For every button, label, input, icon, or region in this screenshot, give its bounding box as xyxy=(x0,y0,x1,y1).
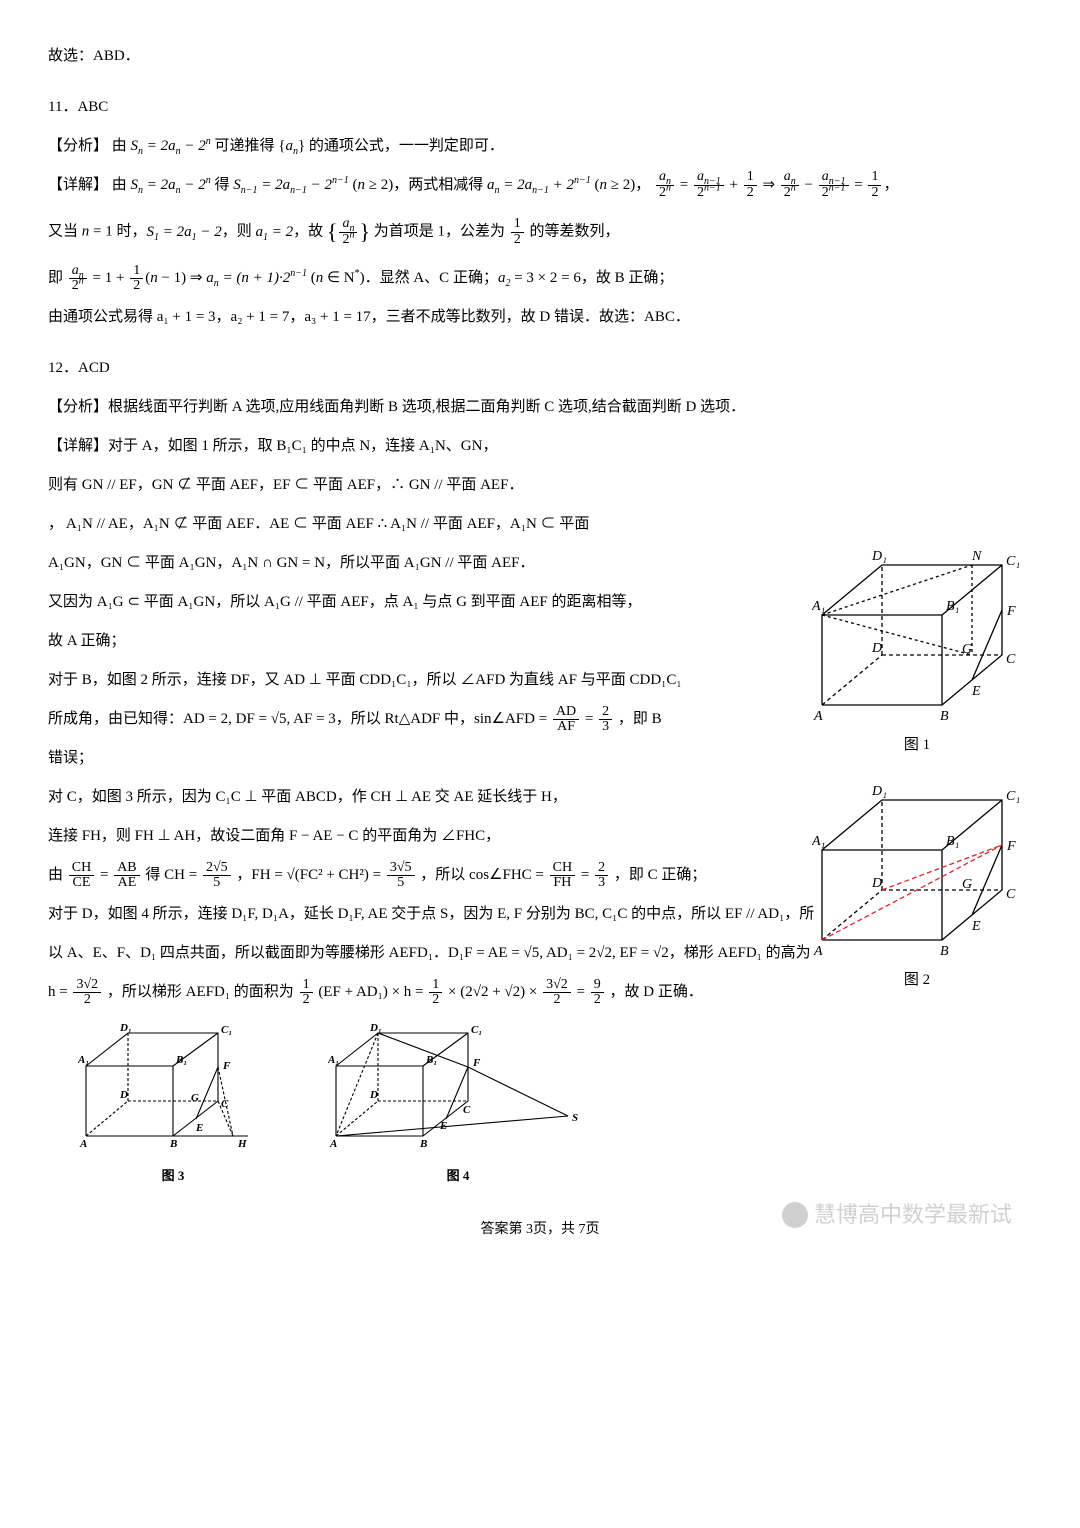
svg-text:A: A xyxy=(813,944,823,959)
q11-head: 11．ABC xyxy=(48,91,1032,124)
q11-detail-2: 又当 n = 1 时，S1 = 2a1 − 2，则 a1 = 2，故 {an2n… xyxy=(48,208,1032,256)
watermark: 慧博高中数学最新试 xyxy=(782,1191,1012,1239)
svg-text:E: E xyxy=(195,1122,203,1134)
q12-B-2: 所成角，由已知得：AD = 2, DF = √5, AF = 3，所以 Rt△A… xyxy=(48,703,768,736)
q11-detail-3: 即 an2n = 1 + 12(n − 1) ⇒ an = (n + 1)·2n… xyxy=(48,262,1032,295)
svg-text:B₁: B₁ xyxy=(946,834,959,849)
svg-text:E: E xyxy=(971,919,981,934)
q12-A-5: 又因为 A₁G ⊂ 平面 A₁GN，所以 A₁G // 平面 AEF，点 A₁ … xyxy=(48,586,768,619)
q12-C-2: 连接 FH，则 FH ⊥ AH，故设二面角 F − AE − C 的平面角为 ∠… xyxy=(48,820,768,853)
svg-text:C₁: C₁ xyxy=(221,1024,232,1036)
q12-B-3: 错误； xyxy=(48,742,768,775)
q12-C-1: 对 C，如图 3 所示，因为 C₁C ⊥ 平面 ABCD，作 CH ⊥ AE 交… xyxy=(48,781,768,814)
svg-text:D₁: D₁ xyxy=(119,1022,132,1034)
q12-A-4: A₁GN，GN ⊂ 平面 A₁GN，A₁N ∩ GN = N，所以平面 A₁GN… xyxy=(48,547,768,580)
svg-text:B₁: B₁ xyxy=(175,1054,187,1066)
svg-text:C: C xyxy=(221,1098,229,1110)
q12-B-1: 对于 B，如图 2 所示，连接 DF，又 AD ⊥ 平面 CDD₁C₁，所以 ∠… xyxy=(48,664,768,697)
svg-text:B₁: B₁ xyxy=(946,599,959,614)
svg-text:E: E xyxy=(439,1120,447,1132)
svg-text:S: S xyxy=(572,1112,578,1124)
text: 由 Sn = 2an − 2n 可递推得 {an} 的通项公式，一一判定即可． xyxy=(112,138,504,154)
figure-2-caption: 图 2 xyxy=(802,964,1032,997)
svg-text:A₁: A₁ xyxy=(812,834,825,849)
svg-text:B: B xyxy=(169,1138,177,1150)
figure-3-caption: 图 3 xyxy=(78,1162,268,1191)
figure-4-caption: 图 4 xyxy=(328,1162,588,1191)
q12-body: 【详解】对于 A，如图 1 所示，取 B₁C₁ 的中点 N，连接 A₁N、GN，… xyxy=(48,430,768,853)
svg-text:A₁: A₁ xyxy=(328,1054,339,1066)
svg-text:D: D xyxy=(119,1089,128,1101)
svg-text:A: A xyxy=(813,709,823,724)
q11-detail-4: 由通项公式易得 a₁ + 1 = 3，a₂ + 1 = 7，a₃ + 1 = 1… xyxy=(48,301,1032,334)
svg-text:C: C xyxy=(1006,887,1016,902)
svg-text:G: G xyxy=(191,1092,199,1104)
svg-text:D: D xyxy=(871,876,882,891)
label: 【分析】 xyxy=(48,138,108,154)
svg-text:B: B xyxy=(940,944,949,959)
watermark-text: 慧博高中数学最新试 xyxy=(814,1191,1012,1239)
svg-text:A: A xyxy=(329,1138,337,1150)
svg-text:C: C xyxy=(463,1104,471,1116)
page: 故选：ABD． 11．ABC 【分析】 由 Sn = 2an − 2n 可递推得… xyxy=(48,40,1032,1245)
svg-text:A₁: A₁ xyxy=(78,1054,89,1066)
svg-text:F: F xyxy=(472,1057,481,1069)
previous-answer: 故选：ABD． xyxy=(48,40,1032,73)
svg-text:D: D xyxy=(871,641,882,656)
svg-text:A: A xyxy=(79,1138,87,1150)
svg-text:D: D xyxy=(369,1089,378,1101)
svg-text:F: F xyxy=(1006,839,1016,854)
figure-2: A B C D A₁ B₁ C₁ D₁ E F G 图 2 xyxy=(802,780,1032,997)
svg-text:B: B xyxy=(940,709,949,724)
svg-text:B: B xyxy=(419,1138,427,1150)
svg-text:C: C xyxy=(1006,652,1016,667)
svg-text:A₁: A₁ xyxy=(812,599,825,614)
cube-svg-1: A B C D A₁ B₁ C₁ D₁ E F G N xyxy=(812,545,1022,725)
figure-3: A B C D A₁ B₁ C₁ D₁ E F G H 图 3 xyxy=(78,1021,268,1190)
svg-text:C₁: C₁ xyxy=(471,1024,482,1036)
figure-1: A B C D A₁ B₁ C₁ D₁ E F G N 图 1 xyxy=(802,545,1032,762)
q12-A-6: 故 A 正确； xyxy=(48,625,768,658)
q12-analysis: 【分析】根据线面平行判断 A 选项,应用线面角判断 B 选项,根据二面角判断 C… xyxy=(48,391,1032,424)
svg-text:F: F xyxy=(222,1060,231,1072)
svg-text:H: H xyxy=(237,1138,247,1150)
svg-text:N: N xyxy=(971,549,982,564)
cube-svg-2: A B C D A₁ B₁ C₁ D₁ E F G xyxy=(812,780,1022,960)
label: 【分析】 xyxy=(48,399,108,415)
label: 【详解】 xyxy=(48,177,108,193)
svg-text:D₁: D₁ xyxy=(369,1022,382,1034)
svg-text:C₁: C₁ xyxy=(1006,554,1020,569)
q12-head: 12．ACD xyxy=(48,352,1032,385)
svg-text:D₁: D₁ xyxy=(871,784,887,799)
svg-text:C₁: C₁ xyxy=(1006,789,1020,804)
svg-text:G: G xyxy=(962,642,972,657)
figure-1-caption: 图 1 xyxy=(802,729,1032,762)
svg-text:E: E xyxy=(971,684,981,699)
q12-A-2: 则有 GN // EF，GN ⊄ 平面 AEF，EF ⊂ 平面 AEF，∴ GN… xyxy=(48,469,768,502)
figure-4: A B C D A₁ B₁ C₁ D₁ E F S 图 4 xyxy=(328,1021,588,1190)
q11-detail-1: 【详解】 由 Sn = 2an − 2n 得 Sn−1 = 2an−1 − 2n… xyxy=(48,169,1032,202)
svg-text:G: G xyxy=(962,877,972,892)
small-figures-row: A B C D A₁ B₁ C₁ D₁ E F G H 图 3 xyxy=(78,1021,1032,1190)
svg-text:B₁: B₁ xyxy=(425,1054,437,1066)
wechat-icon xyxy=(782,1202,808,1228)
q12-A-1: 【详解】对于 A，如图 1 所示，取 B₁C₁ 的中点 N，连接 A₁N、GN， xyxy=(48,430,768,463)
q12-A-3: ， A₁N // AE，A₁N ⊄ 平面 AEF．AE ⊂ 平面 AEF ∴ A… xyxy=(48,508,768,541)
svg-text:F: F xyxy=(1006,604,1016,619)
q11-analysis: 【分析】 由 Sn = 2an − 2n 可递推得 {an} 的通项公式，一一判… xyxy=(48,130,1032,163)
svg-text:D₁: D₁ xyxy=(871,549,887,564)
